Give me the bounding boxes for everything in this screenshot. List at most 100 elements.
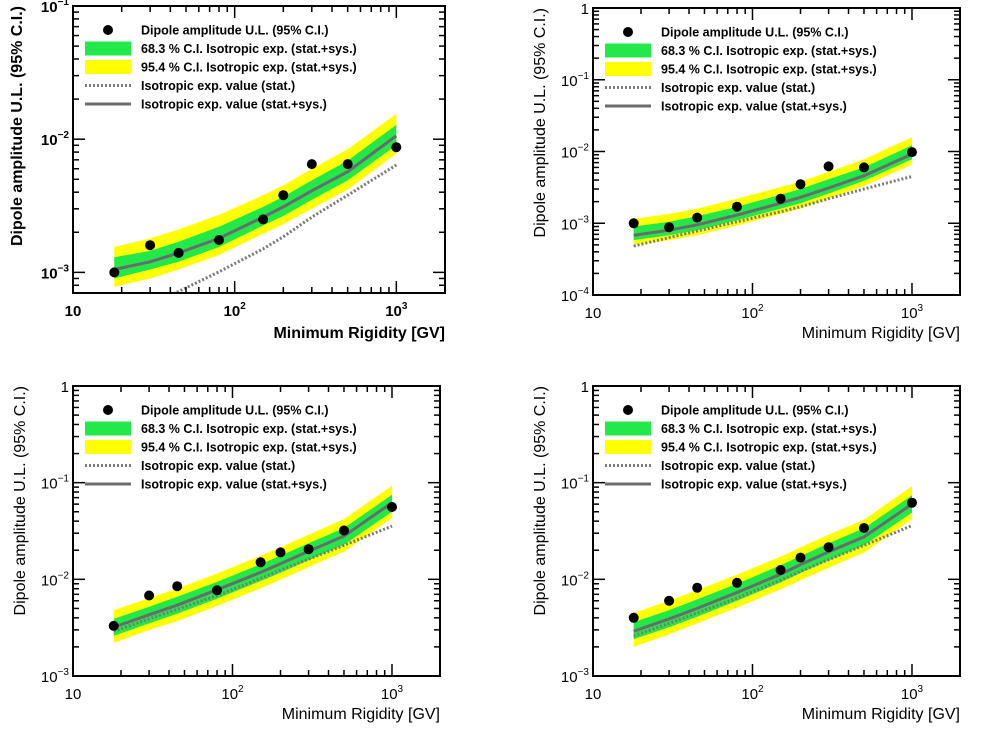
line-expected-statsys [113, 501, 393, 629]
data-point [628, 612, 639, 623]
band-68 [633, 495, 912, 640]
legend-label: Isotropic exp. value (stat.+sys.) [141, 98, 327, 112]
plot-area [108, 485, 397, 643]
y-tick-label: 10−1 [561, 71, 590, 90]
legend-marker-points [103, 405, 113, 415]
band-68 [113, 494, 392, 636]
data-point [303, 544, 314, 555]
data-point [692, 212, 703, 223]
y-tick-label: 10−3 [561, 667, 590, 686]
legend-label: Isotropic exp. value (stat.) [141, 79, 295, 93]
data-point [172, 581, 183, 592]
data-point [795, 179, 806, 190]
line-expected-stat [633, 524, 913, 638]
data-point [859, 523, 869, 533]
legend-label: Isotropic exp. value (stat.) [661, 459, 815, 473]
chart-panel-1: 10 102 103 10−3 10−2 10−1 Minimum Rigidity [GV… [9, 0, 446, 342]
data-point [732, 577, 742, 588]
data-point [387, 502, 397, 512]
y-tick-label: 10−3 [41, 263, 70, 282]
legend-swatch-band95 [605, 440, 651, 454]
x-tick-label: 102 [224, 301, 247, 320]
legend-label: Isotropic exp. value (stat.) [141, 459, 295, 473]
y-tick-label: 10−1 [41, 0, 70, 16]
legend-label: Isotropic exp. value (stat.+sys.) [661, 478, 847, 492]
legend-swatch-band95 [85, 60, 131, 74]
data-point [823, 542, 834, 553]
x-tick-label: 102 [741, 684, 764, 703]
y-tick-label: 10−2 [41, 570, 70, 589]
legend-label: Isotropic exp. value (stat.) [661, 81, 815, 95]
legend: Dipole amplitude U.L. (95% C.I.) 68.3 % C… [605, 404, 877, 492]
y-tick-label: 10−1 [41, 474, 70, 493]
data-point [145, 240, 156, 251]
data-point [859, 162, 869, 173]
y-tick-label: 10−3 [561, 214, 590, 233]
x-tick-label: 10 [585, 305, 602, 322]
y-axis-label: Dipole amplitude U.L. (95% C.I.) [9, 6, 26, 246]
y-tick-label: 1 [581, 1, 589, 18]
y-tick-label: 10−2 [561, 570, 590, 589]
data-point [109, 267, 120, 278]
y-tick-label: 10−1 [561, 474, 590, 493]
x-tick-label: 103 [385, 301, 408, 320]
data-point [144, 590, 155, 601]
x-tick-label: 10 [65, 686, 82, 703]
y-axis-label: Dipole amplitude U.L. (95% C.I.) [532, 8, 549, 237]
data-point [212, 585, 222, 596]
chart-panel-4: 10 102 103 10−3 10−2 10−1 1 Minimum Rigidity [G… [532, 379, 961, 723]
x-tick-label: 103 [901, 303, 924, 322]
x-tick-label: 10 [585, 686, 602, 703]
legend-label: Dipole amplitude U.L. (95% C.I.) [661, 26, 849, 40]
legend-swatch-band68 [605, 421, 651, 436]
data-point [664, 595, 675, 606]
y-tick-label: 10−2 [41, 130, 70, 149]
data-point [664, 222, 675, 233]
x-tick-label: 102 [221, 684, 244, 703]
data-point [214, 235, 224, 245]
plot-area [628, 486, 917, 647]
chart-panel-2: 10 102 103 10−4 10−3 10−2 10−1 1 Minimum Rigidit… [532, 1, 961, 342]
data-point [275, 547, 286, 558]
axes-frame [72, 385, 441, 677]
legend-label: 95.4 % C.I. Isotropic exp. (stat.+sys.) [141, 61, 357, 75]
data-point [278, 190, 289, 201]
data-point [255, 557, 266, 568]
x-tick-label: 102 [741, 303, 764, 322]
y-axis-label: Dipole amplitude U.L. (95% C.I.) [12, 386, 29, 615]
data-point [795, 552, 806, 563]
legend-label: 68.3 % C.I. Isotropic exp. (stat.+sys.) [141, 422, 357, 436]
legend-label: 68.3 % C.I. Isotropic exp. (stat.+sys.) [661, 44, 877, 58]
legend-label: Dipole amplitude U.L. (95% C.I.) [141, 404, 329, 418]
x-tick-label: 103 [901, 684, 924, 703]
x-axis-label: Minimum Rigidity [GV] [282, 706, 440, 723]
data-point [108, 620, 119, 631]
y-tick-label: 10−3 [41, 667, 70, 686]
data-point [775, 193, 786, 204]
legend-label: Isotropic exp. value (stat.+sys.) [661, 100, 847, 114]
legend: Dipole amplitude U.L. (95% C.I.) 68.3 % C… [605, 26, 877, 114]
plot-area [109, 113, 402, 293]
x-tick-label: 103 [381, 684, 404, 703]
x-axis-label: Minimum Rigidity [GV] [273, 325, 445, 342]
y-tick-label: 10−4 [561, 286, 590, 305]
data-point [391, 142, 402, 153]
data-point [823, 161, 834, 172]
legend-label: 68.3 % C.I. Isotropic exp. (stat.+sys.) [141, 42, 357, 56]
band-68 [114, 124, 397, 279]
legend: Dipole amplitude U.L. (95% C.I.) 68.3 % C… [85, 404, 357, 492]
legend: Dipole amplitude U.L. (95% C.I.) 68.3 % C… [85, 24, 357, 112]
data-point [258, 214, 269, 225]
data-point [775, 565, 786, 575]
legend-label: 95.4 % C.I. Isotropic exp. (stat.+sys.) [661, 63, 877, 77]
legend-swatch-band68 [85, 41, 131, 56]
data-point [907, 147, 917, 158]
line-expected-stat [633, 174, 913, 248]
legend-marker-points [623, 27, 633, 37]
data-point [692, 582, 703, 593]
y-tick-label: 10−2 [561, 143, 590, 162]
data-point [628, 218, 639, 229]
legend-label: Dipole amplitude U.L. (95% C.I.) [661, 404, 849, 418]
legend-marker-points [623, 405, 633, 415]
